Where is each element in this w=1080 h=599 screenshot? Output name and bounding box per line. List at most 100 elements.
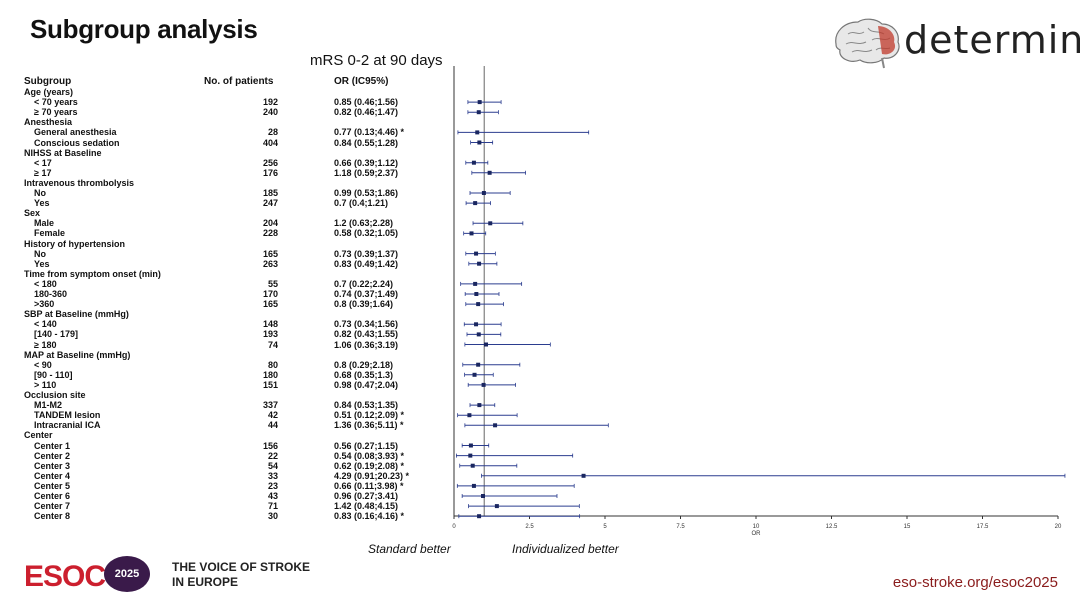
point-estimate [474, 322, 479, 327]
odds-ratio-ci: 0.73 (0.39;1.37) [334, 248, 399, 259]
subgroup-label: Yes [34, 258, 50, 269]
subgroup-label: < 140 [34, 319, 57, 330]
x-tick-label: 5 [603, 524, 607, 530]
odds-ratio-ci: 0.68 (0.35;1.3) [334, 369, 394, 380]
odds-ratio-ci: 0.62 (0.19;2.08) * [334, 460, 405, 471]
x-tick-label: 17.5 [977, 524, 989, 530]
odds-ratio-ci: 0.54 (0.08;3.93) * [334, 450, 405, 461]
brain-icon [835, 18, 900, 69]
subgroup-label: Yes [34, 198, 50, 209]
point-estimate [477, 100, 482, 105]
conference-url[interactable]: eso-stroke.org/esoc2025 [892, 574, 1058, 591]
voice-line-1: THE VOICE OF STROKE [172, 560, 311, 574]
odds-ratio-ci: 0.85 (0.46;1.56) [334, 97, 399, 108]
legend-individualized-better: Individualized better [512, 542, 619, 556]
subgroup-label: Center 8 [34, 511, 71, 522]
subgroup-header: Center [24, 430, 53, 441]
patient-count: 22 [267, 450, 278, 461]
point-estimate [467, 413, 472, 418]
odds-ratio-ci: 0.83 (0.49;1.42) [334, 258, 399, 269]
subgroup-label: Center 6 [34, 491, 71, 501]
chart-subtitle: mRS 0-2 at 90 days [310, 52, 443, 69]
subgroup-label: [90 - 110] [34, 369, 73, 380]
page-title: Subgroup analysis [30, 14, 258, 44]
esoc-year-badge: 2025 [104, 556, 150, 592]
patient-count: 170 [262, 289, 278, 299]
forest-plot: 0 2.5 5 7.5 10 12.5 15 17.5 20 OR [452, 66, 1066, 537]
patient-count: 54 [267, 460, 278, 471]
point-estimate [481, 382, 486, 387]
subgroup-label: Intracranial ICA [34, 420, 101, 431]
patient-count: 263 [262, 258, 278, 269]
subgroup-label: Female [34, 228, 66, 239]
subgroup-label: 180-360 [34, 289, 68, 299]
esoc-logo: ESOC [24, 560, 106, 593]
patient-count: 23 [267, 480, 278, 491]
subgroup-label: < 70 years [34, 97, 78, 108]
patient-count: 192 [262, 97, 278, 108]
patient-count: 151 [262, 379, 278, 390]
brand-name: determine [904, 18, 1080, 62]
subgroup-label: >360 [34, 299, 55, 310]
point-estimate [468, 453, 473, 458]
column-header-patients: No. of patients [204, 76, 274, 87]
patient-count: 33 [267, 470, 278, 481]
point-estimate [476, 362, 481, 367]
x-tick-label: 20 [1055, 524, 1062, 530]
subgroup-label: [140 - 179] [34, 329, 79, 340]
point-estimate [474, 251, 479, 256]
patient-count: 176 [262, 167, 278, 178]
patient-count: 337 [262, 400, 278, 411]
odds-ratio-ci: 1.06 (0.36;3.19) [334, 339, 399, 350]
x-tick-label: 7.5 [676, 524, 685, 530]
odds-ratio-ci: 1.2 (0.63;2.28) [334, 218, 394, 229]
point-estimate [471, 160, 476, 165]
patient-count: 404 [262, 137, 278, 148]
point-estimate [493, 423, 498, 428]
subgroup-label: < 90 [34, 359, 52, 370]
odds-ratio-ci: 0.82 (0.43;1.55) [334, 329, 399, 340]
point-estimate [470, 463, 475, 468]
point-estimate [476, 302, 481, 307]
subgroup-label: Conscious sedation [34, 137, 120, 148]
subgroup-table: Age (years) < 70 years 192 0.85 (0.46;1.56)… [0, 0, 460, 522]
odds-ratio-ci: 0.84 (0.53;1.35) [334, 400, 399, 411]
odds-ratio-ci: 0.77 (0.13;4.46) * [334, 127, 405, 138]
patient-count: 74 [267, 339, 278, 350]
subgroup-header: Occlusion site [24, 390, 86, 400]
subgroup-header: Sex [24, 208, 41, 219]
x-tick-label: 2.5 [525, 524, 534, 530]
odds-ratio-ci: 0.84 (0.55;1.28) [334, 137, 399, 148]
footer: ESOC 2025 THE VOICE OF STROKE IN EUROPE … [0, 548, 1080, 599]
x-tick-label: 10 [753, 524, 760, 530]
point-estimate [494, 504, 499, 509]
patient-count: 185 [262, 188, 278, 198]
point-estimate [487, 170, 492, 175]
subgroup-label: Center 2 [34, 450, 71, 461]
patient-count: 204 [262, 218, 278, 229]
point-estimate [581, 473, 586, 478]
patient-count: 180 [262, 369, 278, 380]
determine-logo: determine [828, 14, 1080, 70]
subgroup-header: NIHSS at Baseline [24, 147, 102, 158]
point-estimate [468, 443, 473, 448]
x-tick-label: 0 [452, 524, 456, 530]
point-estimate [488, 221, 493, 226]
point-estimate [481, 191, 486, 195]
odds-ratio-ci: 0.8 (0.39;1.64) [334, 299, 394, 310]
point-estimate [472, 372, 477, 377]
odds-ratio-ci: 0.7 (0.22;2.24) [334, 278, 394, 289]
column-header-subgroup: Subgroup [24, 76, 72, 87]
patient-count: 42 [267, 410, 278, 421]
odds-ratio-ci: 0.56 (0.27;1.15) [334, 440, 399, 451]
subgroup-label: Center 1 [34, 440, 71, 451]
point-estimate [484, 342, 489, 347]
odds-ratio-ci: 0.7 (0.4;1.21) [334, 198, 389, 209]
patient-count: 44 [267, 420, 278, 431]
subgroup-label: < 17 [34, 157, 52, 168]
point-estimate [477, 403, 482, 408]
subgroup-label: ≥ 180 [34, 339, 57, 350]
legend-standard-better: Standard better [368, 542, 451, 556]
point-estimate [477, 514, 482, 519]
subgroup-label: M1-M2 [34, 400, 63, 411]
